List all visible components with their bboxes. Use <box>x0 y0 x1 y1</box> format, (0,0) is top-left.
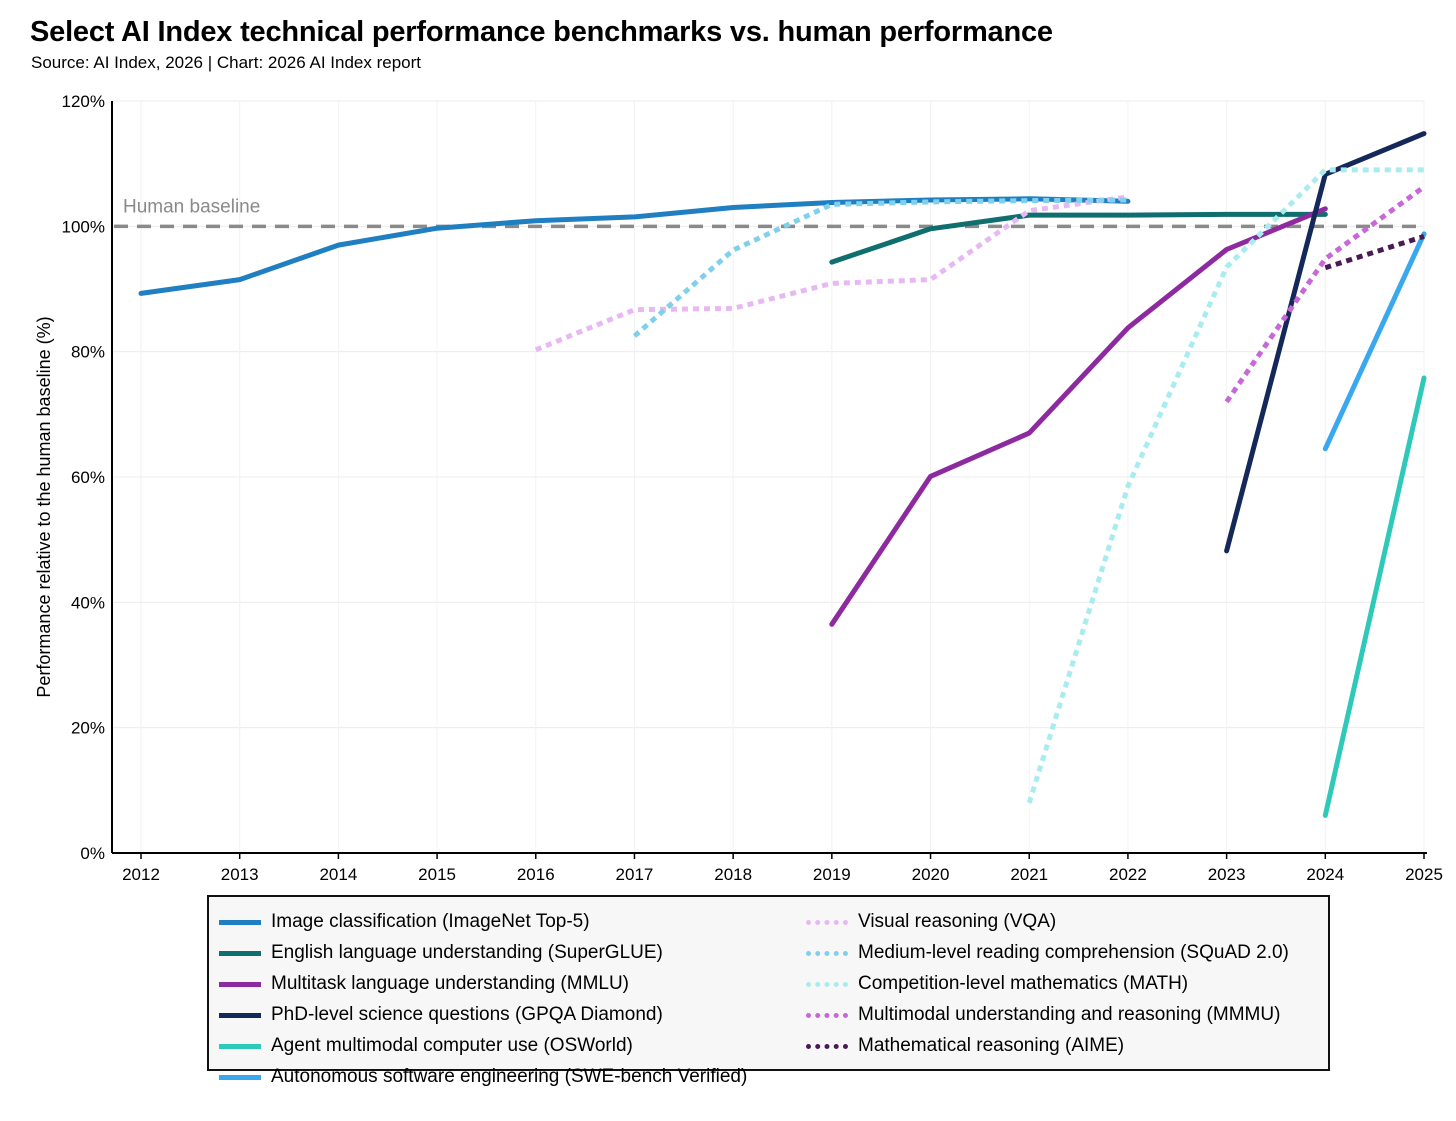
x-tick-label: 2018 <box>714 865 752 884</box>
series-line <box>829 206 1328 627</box>
legend-item: Multitask language understanding (MMLU) <box>219 971 629 997</box>
legend-label: Image classification (ImageNet Top-5) <box>271 911 590 932</box>
series-line <box>1322 375 1427 818</box>
legend-label: Competition-level mathematics (MATH) <box>858 973 1189 994</box>
x-tick-label: 2014 <box>319 865 357 884</box>
x-tick-label: 2024 <box>1306 865 1344 884</box>
y-tick-label: 120% <box>62 92 105 111</box>
x-tick-label: 2020 <box>912 865 950 884</box>
legend-label: Medium-level reading comprehension (SQuA… <box>858 942 1289 963</box>
chart-title: Select AI Index technical performance be… <box>30 16 1053 48</box>
legend-swatch <box>806 1012 848 1018</box>
legend-label: Agent multimodal computer use (OSWorld) <box>271 1035 633 1056</box>
x-tick-label: 2016 <box>517 865 555 884</box>
x-tick-label: 2017 <box>616 865 654 884</box>
x-tick-label: 2013 <box>221 865 259 884</box>
legend-item: Multimodal understanding and reasoning (… <box>806 1002 1280 1028</box>
y-tick-label: 40% <box>71 593 105 612</box>
series-line <box>829 211 1328 265</box>
chart-subtitle: Source: AI Index, 2026 | Chart: 2026 AI … <box>31 53 421 72</box>
legend-item: Image classification (ImageNet Top-5) <box>219 909 590 935</box>
legend-item: PhD-level science questions (GPQA Diamon… <box>219 1002 663 1028</box>
legend-swatch <box>806 919 848 925</box>
legend-swatch <box>219 1074 261 1080</box>
legend-label: Mathematical reasoning (AIME) <box>858 1035 1125 1056</box>
x-tick-label: 2015 <box>418 865 456 884</box>
legend-swatch <box>806 950 848 956</box>
legend-swatch <box>219 919 261 925</box>
y-axis-title: Performance relative to the human baseli… <box>34 316 54 697</box>
series-line <box>1224 184 1426 404</box>
legend-swatch <box>806 1043 848 1049</box>
legend-swatch <box>219 981 261 987</box>
legend-swatch <box>219 950 261 956</box>
series-line <box>1026 167 1424 804</box>
legend-swatch <box>806 981 848 987</box>
series-line <box>1322 231 1427 452</box>
legend-item: Visual reasoning (VQA) <box>806 909 1056 935</box>
legend-item: Medium-level reading comprehension (SQuA… <box>806 940 1289 966</box>
y-tick-label: 0% <box>80 844 105 863</box>
y-tick-label: 100% <box>62 217 105 236</box>
legend-label: PhD-level science questions (GPQA Diamon… <box>271 1004 663 1025</box>
series-line <box>138 196 1131 296</box>
human-baseline-label: Human baseline <box>123 196 260 217</box>
x-tick-label: 2012 <box>122 865 160 884</box>
x-tick-label: 2021 <box>1010 865 1048 884</box>
legend: Image classification (ImageNet Top-5) Eng… <box>207 895 1330 1087</box>
series-line <box>632 197 1128 338</box>
legend-item: Competition-level mathematics (MATH) <box>806 971 1188 997</box>
legend-label: Multimodal understanding and reasoning (… <box>858 1004 1281 1025</box>
y-tick-label: 80% <box>71 343 105 362</box>
series-line <box>1224 131 1427 554</box>
y-tick-label: 60% <box>71 468 105 487</box>
legend-swatch <box>219 1043 261 1049</box>
x-tick-label: 2022 <box>1109 865 1147 884</box>
y-tick-label: 20% <box>71 719 105 738</box>
line-chart: 0% 20% 40% 60% 80% 100% 120% 2012 2013 2014 2015 20… <box>34 92 1443 884</box>
legend-item: English language understanding (SuperGLU… <box>219 940 663 966</box>
legend-label: English language understanding (SuperGLU… <box>271 942 663 963</box>
legend-label: Multitask language understanding (MMLU) <box>271 973 630 994</box>
x-tick-label: 2019 <box>813 865 851 884</box>
x-tick-label: 2025 <box>1405 865 1443 884</box>
legend-item: Mathematical reasoning (AIME) <box>806 1033 1124 1059</box>
x-tick-label: 2023 <box>1208 865 1246 884</box>
legend-label: Visual reasoning (VQA) <box>858 911 1057 932</box>
legend-item: Agent multimodal computer use (OSWorld) <box>219 1033 633 1059</box>
legend-item: Autonomous software engineering (SWE-ben… <box>219 1064 747 1090</box>
legend-label: Autonomous software engineering (SWE-ben… <box>271 1066 748 1087</box>
legend-swatch <box>219 1012 261 1018</box>
